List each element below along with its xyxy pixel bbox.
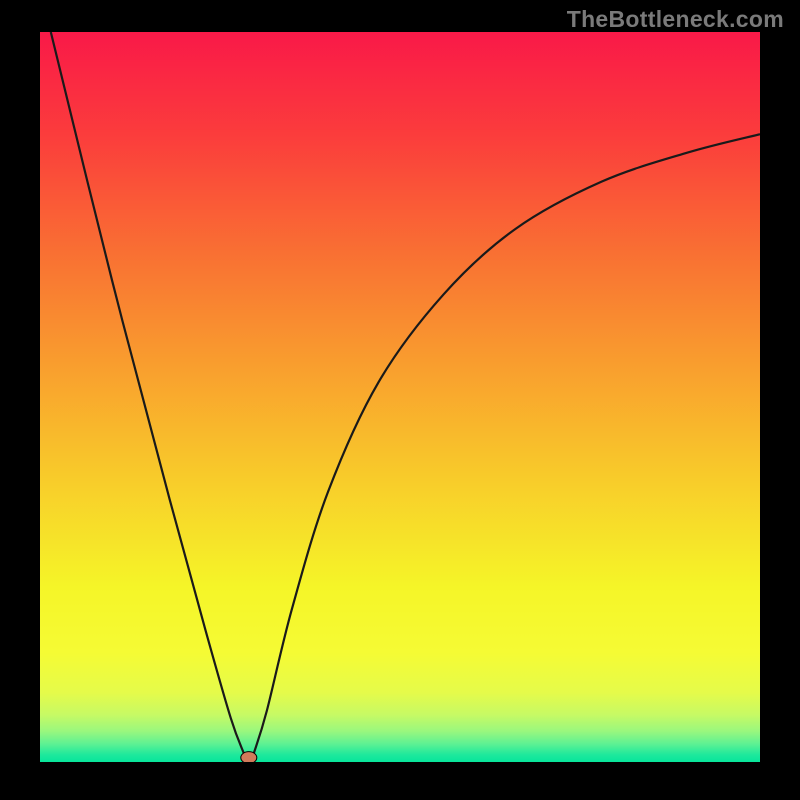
chart-svg	[0, 0, 800, 800]
watermark-text: TheBottleneck.com	[567, 6, 784, 33]
curve-right-branch	[254, 134, 760, 753]
chart-container: TheBottleneck.com	[0, 0, 800, 800]
minimum-marker	[241, 752, 257, 764]
curve-left-branch	[51, 32, 244, 753]
